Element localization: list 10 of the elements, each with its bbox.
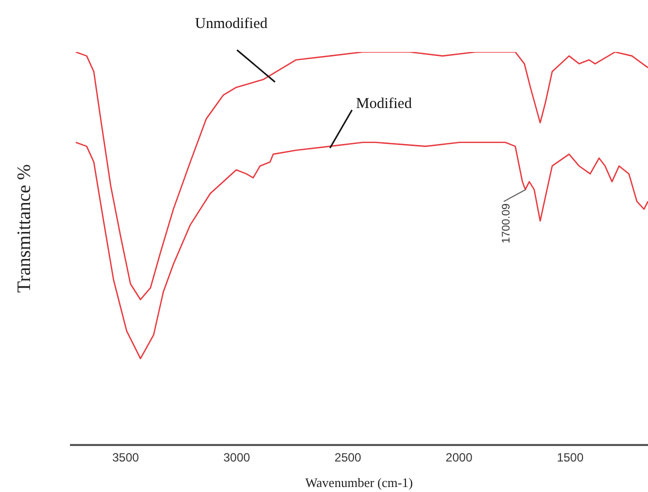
- annotation: 1700.09: [500, 204, 513, 244]
- x-tick-label: 1500: [556, 450, 584, 465]
- x-tick-label: 3500: [112, 450, 140, 465]
- x-tick-label: 2000: [446, 450, 473, 465]
- y-axis-title: Transmittance %: [14, 164, 35, 293]
- x-axis-title: Wavenumber (cm-1): [305, 475, 413, 490]
- text: Unmodified: [195, 16, 268, 32]
- x-tick-label: 3000: [223, 450, 250, 465]
- x-tick-label: 2500: [334, 450, 362, 465]
- text: Modified: [356, 96, 412, 112]
